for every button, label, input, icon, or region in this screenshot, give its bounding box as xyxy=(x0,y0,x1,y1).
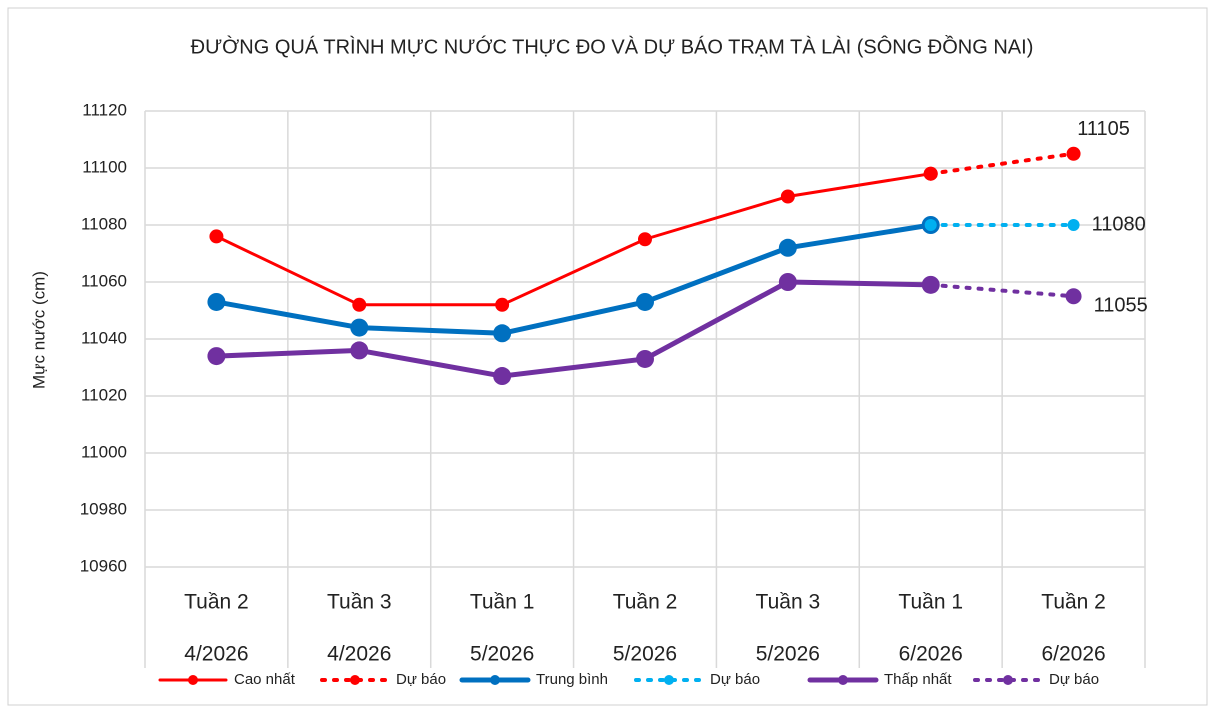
data-point xyxy=(1065,288,1082,305)
data-point xyxy=(778,238,797,257)
x-tick-label: 5/2026 xyxy=(613,643,677,666)
data-point xyxy=(207,347,226,366)
x-tick-label: Tuần 1 xyxy=(470,591,535,614)
x-tick-label: 5/2026 xyxy=(756,643,820,666)
chart-title: ĐƯỜNG QUÁ TRÌNH MỰC NƯỚC THỰC ĐO VÀ DỰ B… xyxy=(191,34,1034,58)
x-tick-label: Tuần 3 xyxy=(756,591,821,614)
data-point xyxy=(1066,146,1081,161)
data-point xyxy=(778,273,797,291)
y-tick-label: 10960 xyxy=(80,556,127,575)
data-point xyxy=(780,189,795,204)
series-line xyxy=(928,282,1076,299)
legend-marker xyxy=(838,675,848,685)
legend-label: Thấp nhất xyxy=(884,671,952,688)
x-tick-label: 4/2026 xyxy=(327,643,391,666)
series-line xyxy=(213,279,934,379)
data-point xyxy=(636,349,654,368)
x-tick-label: Tuần 2 xyxy=(1041,591,1106,614)
data-label: 11080 xyxy=(1092,213,1146,235)
data-point xyxy=(636,292,654,311)
y-axis-label: Mực nước (cm) xyxy=(29,271,48,389)
data-point xyxy=(493,367,512,386)
x-tick-label: Tuần 3 xyxy=(327,591,392,614)
legend-marker xyxy=(490,675,500,685)
x-tick-label: 4/2026 xyxy=(184,643,248,666)
data-label: 11055 xyxy=(1094,295,1148,317)
x-tick-label: 6/2026 xyxy=(1041,643,1105,666)
y-tick-label: 11020 xyxy=(81,385,127,404)
y-tick-label: 10980 xyxy=(80,499,127,518)
data-point xyxy=(350,341,369,360)
legend-label: Dự báo xyxy=(1049,671,1099,688)
x-tick-label: Tuần 1 xyxy=(898,591,963,614)
legend-label: Trung bình xyxy=(536,671,608,688)
legend-marker xyxy=(350,675,360,685)
data-label: 11105 xyxy=(1077,118,1130,140)
y-tick-label: 11000 xyxy=(81,442,127,461)
y-tick-label: 11080 xyxy=(81,214,127,233)
y-tick-label: 11100 xyxy=(82,157,127,176)
x-tick-label: Tuần 2 xyxy=(184,591,249,614)
legend-marker xyxy=(1003,675,1013,685)
series-line xyxy=(928,151,1076,176)
y-tick-label: 11060 xyxy=(81,271,127,290)
series-line xyxy=(213,222,934,336)
legend-marker xyxy=(664,675,674,685)
data-point xyxy=(352,297,367,312)
x-tick-label: 5/2026 xyxy=(470,643,534,666)
data-point xyxy=(638,232,652,247)
data-point xyxy=(493,324,512,343)
series-line xyxy=(214,172,933,307)
data-point xyxy=(495,297,510,312)
legend-marker xyxy=(188,675,198,685)
data-point xyxy=(350,318,369,337)
legend-label: Dự báo xyxy=(396,671,446,688)
data-point xyxy=(923,166,938,181)
data-point xyxy=(922,276,939,293)
y-tick-label: 11120 xyxy=(82,100,127,119)
data-point xyxy=(924,219,937,231)
x-tick-label: 6/2026 xyxy=(899,643,963,666)
legend-label: Cao nhất xyxy=(234,671,296,688)
data-point xyxy=(209,229,224,244)
y-tick-label: 11040 xyxy=(81,328,127,347)
data-point xyxy=(1067,219,1080,231)
x-tick-label: Tuần 2 xyxy=(613,591,678,614)
data-point xyxy=(207,292,226,311)
legend-label: Dự báo xyxy=(710,671,760,688)
